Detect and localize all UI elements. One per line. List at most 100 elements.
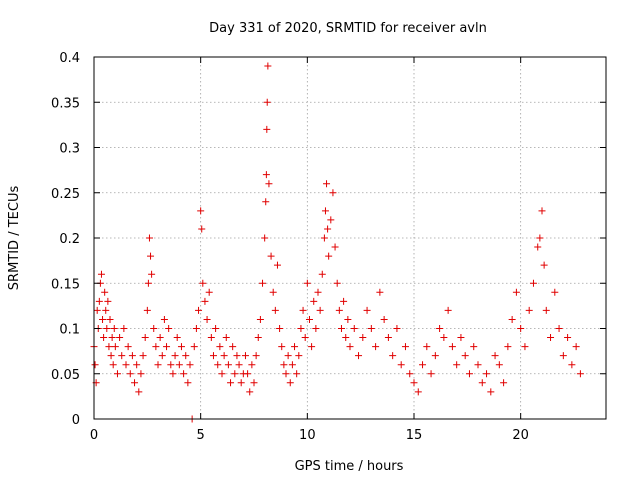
- data-point: [318, 270, 326, 278]
- data-point: [363, 306, 371, 314]
- data-point: [265, 180, 273, 188]
- y-tick-label: 0.4: [59, 51, 80, 66]
- data-point: [145, 234, 153, 242]
- data-point: [284, 352, 292, 360]
- axis-ticks: [93, 56, 606, 420]
- data-point: [414, 388, 422, 396]
- data-point: [380, 315, 388, 323]
- data-point: [280, 361, 288, 369]
- data-point: [444, 306, 452, 314]
- data-point: [436, 325, 444, 332]
- data-point: [91, 361, 99, 369]
- data-point: [248, 361, 256, 369]
- data-point: [246, 388, 254, 396]
- data-point: [534, 243, 542, 251]
- data-point: [508, 315, 516, 323]
- data-point: [389, 352, 397, 360]
- data-point: [128, 352, 136, 360]
- data-point: [517, 325, 525, 332]
- data-point: [325, 252, 333, 260]
- data-point: [310, 297, 318, 305]
- data-point: [186, 361, 194, 369]
- data-point: [148, 270, 156, 278]
- data-point: [104, 297, 112, 305]
- data-point: [559, 352, 567, 360]
- data-point: [113, 370, 121, 378]
- data-point: [576, 370, 584, 378]
- data-point: [169, 370, 177, 378]
- data-point: [241, 352, 249, 360]
- data-point: [487, 388, 495, 396]
- data-point: [180, 370, 188, 378]
- data-point: [305, 315, 313, 323]
- data-point: [143, 306, 151, 314]
- data-point: [203, 315, 211, 323]
- x-tick-label: 5: [197, 428, 205, 443]
- data-point: [337, 325, 345, 332]
- data-point: [335, 306, 343, 314]
- data-point: [453, 361, 461, 369]
- data-point: [103, 325, 111, 332]
- data-point: [156, 334, 164, 342]
- data-point: [288, 361, 296, 369]
- data-point: [190, 343, 198, 351]
- data-point: [324, 225, 332, 233]
- data-point: [171, 352, 179, 360]
- data-point: [116, 334, 124, 342]
- data-point: [312, 325, 320, 332]
- y-tick-labels: 0 0.05 0.1 0.15 0.2 0.25 0.3 0.35 0.4: [51, 51, 80, 428]
- y-tick-label: 0.15: [51, 277, 80, 292]
- data-point: [500, 379, 508, 387]
- data-point: [207, 334, 215, 342]
- data-point: [106, 315, 114, 323]
- data-point: [320, 234, 328, 242]
- data-point: [333, 279, 341, 287]
- data-point: [323, 180, 331, 188]
- data-point: [314, 288, 322, 296]
- data-point: [133, 361, 141, 369]
- data-point: [144, 279, 152, 287]
- data-point: [483, 370, 491, 378]
- data-point: [401, 343, 409, 351]
- data-point: [111, 343, 119, 351]
- data-point: [504, 343, 512, 351]
- data-point: [165, 325, 173, 332]
- data-point: [540, 261, 548, 269]
- data-point: [244, 370, 252, 378]
- data-point: [355, 352, 363, 360]
- data-point: [555, 325, 563, 332]
- data-point: [344, 315, 352, 323]
- x-tick-label: 20: [512, 428, 529, 443]
- data-point: [261, 234, 269, 242]
- data-point: [470, 343, 478, 351]
- data-point: [259, 279, 267, 287]
- data-point: [152, 343, 160, 351]
- y-tick-label: 0.2: [59, 232, 80, 247]
- grid-lines: [94, 57, 606, 419]
- data-point: [263, 98, 271, 106]
- data-point: [237, 379, 245, 387]
- data-point: [350, 325, 358, 332]
- data-point: [195, 306, 203, 314]
- data-point: [184, 379, 192, 387]
- data-point: [431, 352, 439, 360]
- data-point: [205, 288, 213, 296]
- data-point: [126, 370, 134, 378]
- data-point: [495, 361, 503, 369]
- data-point: [227, 379, 235, 387]
- data-point: [329, 189, 337, 197]
- data-point: [122, 361, 130, 369]
- data-point: [256, 315, 264, 323]
- x-tick-label: 15: [406, 428, 423, 443]
- data-point: [120, 325, 128, 332]
- data-point: [99, 315, 107, 323]
- data-point: [262, 171, 270, 179]
- data-point: [224, 361, 232, 369]
- data-point: [478, 379, 486, 387]
- data-point: [491, 352, 499, 360]
- data-point: [278, 343, 286, 351]
- data-point: [173, 334, 181, 342]
- data-point: [273, 261, 281, 269]
